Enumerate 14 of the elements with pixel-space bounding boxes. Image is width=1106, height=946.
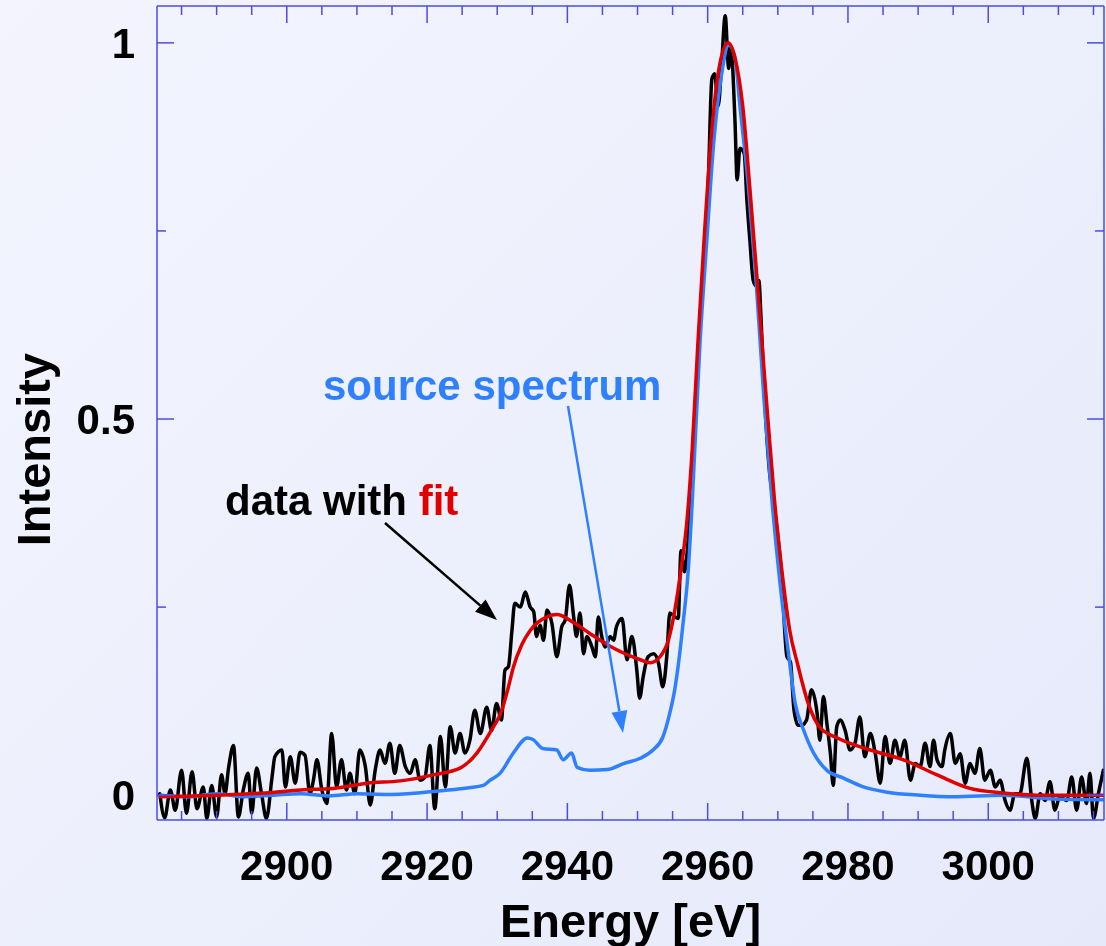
text: data [225,477,312,524]
y-tick-label: 0.5 [76,396,135,444]
text: fit [418,477,459,524]
series-label: source spectrum [323,362,662,409]
y-tick-label: 0 [111,772,135,820]
x-tick-label: 3000 [941,842,1035,889]
x-tick-label: 2900 [240,842,334,889]
x-tick-label: 2920 [380,842,474,889]
y-axis-title: Intensity [7,353,60,547]
x-tick-label: 2940 [520,842,615,889]
x-tick-label: 2980 [801,842,895,889]
y-tick-label: 1 [111,19,135,67]
annotation: with [322,477,408,524]
x-tick-label: 2960 [660,842,755,889]
